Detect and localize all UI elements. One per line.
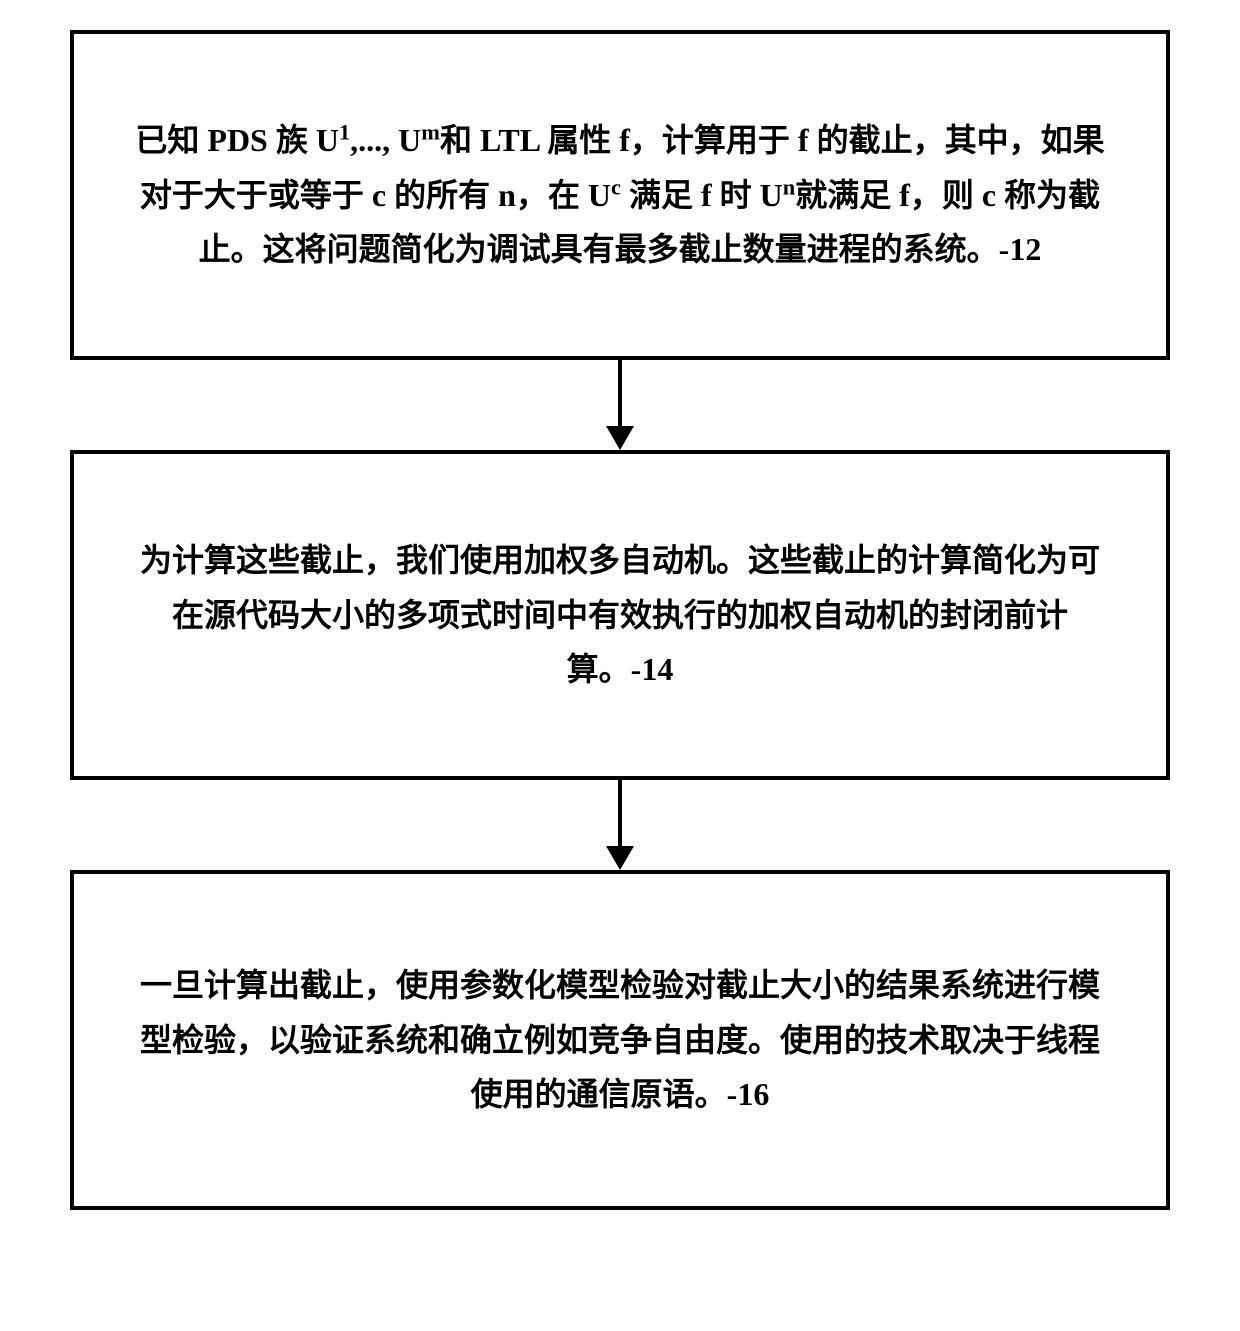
flow-arrow: [606, 360, 634, 450]
text-segment: 已知 PDS 族 U: [135, 122, 339, 158]
arrow-head-icon: [606, 846, 634, 870]
flow-node-step-14: 为计算这些截止，我们使用加权多自动机。这些截止的计算简化为可在源代码大小的多项式…: [70, 450, 1170, 780]
flow-node-step-12: 已知 PDS 族 U1,..., Um和 LTL 属性 f，计算用于 f 的截止…: [70, 30, 1170, 360]
flow-node-text: 一旦计算出截止，使用参数化模型检验对截止大小的结果系统进行模型检验，以验证系统和…: [134, 958, 1106, 1121]
text-segment: 满足 f 时 U: [621, 177, 783, 213]
flow-node-text: 为计算这些截止，我们使用加权多自动机。这些截止的计算简化为可在源代码大小的多项式…: [134, 533, 1106, 696]
arrow-head-icon: [606, 426, 634, 450]
flow-node-text: 已知 PDS 族 U1,..., Um和 LTL 属性 f，计算用于 f 的截止…: [134, 113, 1106, 276]
arrow-line: [618, 780, 622, 846]
flow-node-step-16: 一旦计算出截止，使用参数化模型检验对截止大小的结果系统进行模型检验，以验证系统和…: [70, 870, 1170, 1210]
superscript: n: [783, 174, 795, 199]
flow-arrow: [606, 780, 634, 870]
flowchart-container: 已知 PDS 族 U1,..., Um和 LTL 属性 f，计算用于 f 的截止…: [60, 30, 1180, 1210]
superscript: c: [611, 174, 621, 199]
superscript: 1: [339, 120, 350, 145]
arrow-line: [618, 360, 622, 426]
superscript: m: [421, 120, 440, 145]
text-segment: ,..., U: [350, 122, 421, 158]
